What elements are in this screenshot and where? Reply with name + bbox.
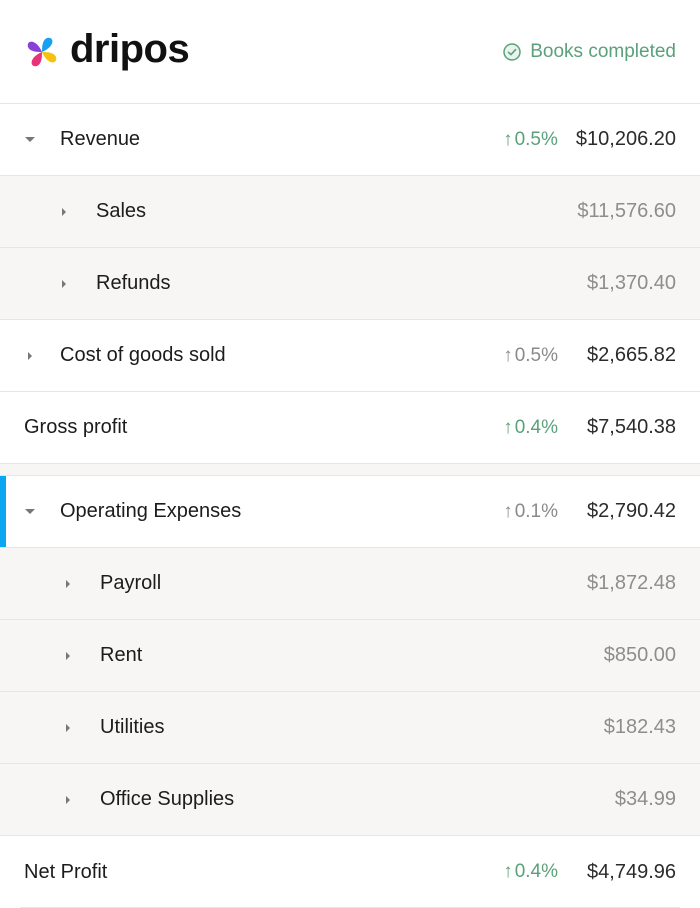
row-amount: $10,206.20 [575,128,676,150]
row-amount: $1,370.40 [587,272,676,294]
row-label: Revenue [60,128,141,150]
header: dripos Books completed [0,0,700,104]
arrow-up-icon: ↑ [503,344,513,366]
row-rent[interactable]: Rent $850.00 [0,620,700,692]
selection-accent-bar [0,476,6,547]
caret-right-icon[interactable] [56,279,72,289]
arrow-up-icon: ↑ [503,416,513,438]
row-amount: $7,540.38 [587,416,676,438]
caret-right-icon[interactable] [60,579,76,589]
row-refunds[interactable]: Refunds $1,370.40 [0,248,700,320]
status-text: Books completed [530,40,676,62]
row-amount: $2,665.82 [587,344,676,366]
caret-right-icon[interactable] [56,207,72,217]
row-label: Refunds [96,272,171,294]
arrow-up-icon: ↑ [503,861,513,882]
books-status: Books completed [502,41,676,63]
check-circle-icon [503,42,521,61]
row-label: Utilities [100,716,165,738]
row-label: Net Profit [24,860,108,883]
section-gap [0,464,700,476]
arrow-up-icon: ↑ [503,128,513,150]
row-cost-of-goods-sold[interactable]: Cost of goods sold ↑ 0.5% $2,665.82 [0,320,700,392]
caret-down-icon[interactable] [22,508,38,516]
caret-right-icon[interactable] [60,651,76,661]
row-net-profit: Net Profit ↑ 0.4% $4,749.96 [0,836,700,908]
caret-right-icon[interactable] [22,351,38,361]
row-amount: $1,872.48 [587,572,676,594]
row-amount: $850.00 [603,644,676,666]
change-indicator: ↑ 0.4% [503,861,558,882]
row-label: Office Supplies [100,788,235,810]
caret-right-icon[interactable] [60,723,76,733]
logo-text: dripos [70,26,190,71]
row-amount: $11,576.60 [577,200,676,222]
row-label: Cost of goods sold [60,344,226,366]
arrow-up-icon: ↑ [503,500,513,522]
row-utilities[interactable]: Utilities $182.43 [0,692,700,764]
row-amount: $2,790.42 [587,500,676,522]
row-label: Operating Expenses [60,500,242,522]
dripos-logo-icon [27,37,57,66]
row-label: Gross profit [24,416,128,438]
row-sales[interactable]: Sales $11,576.60 [0,176,700,248]
change-indicator: ↑ 0.5% [503,344,558,366]
row-amount: $4,749.96 [587,860,676,883]
row-payroll[interactable]: Payroll $1,872.48 [0,548,700,620]
row-gross-profit: Gross profit ↑ 0.4% $7,540.38 [0,392,700,464]
row-label: Sales [96,200,147,222]
row-label: Payroll [100,572,162,594]
row-revenue[interactable]: Revenue ↑ 0.5% $10,206.20 [0,104,700,176]
logo[interactable]: dripos [24,29,190,70]
change-indicator: ↑ 0.5% [503,128,558,150]
row-office-supplies[interactable]: Office Supplies $34.99 [0,764,700,836]
row-label: Rent [100,644,143,666]
row-operating-expenses[interactable]: Operating Expenses ↑ 0.1% $2,790.42 [0,476,700,548]
caret-right-icon[interactable] [60,795,76,805]
row-amount: $34.99 [614,788,676,810]
change-indicator: ↑ 0.4% [503,416,558,438]
caret-down-icon[interactable] [22,136,38,144]
row-amount: $182.43 [603,716,676,738]
change-indicator: ↑ 0.1% [503,500,558,522]
